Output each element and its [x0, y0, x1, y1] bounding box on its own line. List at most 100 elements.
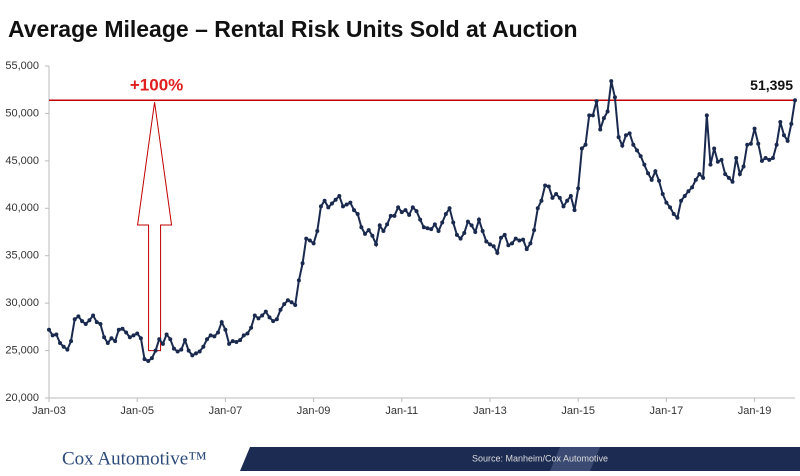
point [219, 320, 224, 325]
point [153, 348, 158, 353]
point [61, 344, 66, 349]
point [271, 319, 276, 324]
point [572, 208, 577, 213]
point [190, 353, 195, 358]
point [337, 193, 342, 198]
point [168, 337, 173, 342]
point [502, 232, 507, 237]
point [193, 351, 198, 356]
point [576, 186, 581, 191]
point [179, 347, 184, 352]
point [385, 222, 390, 227]
x-tick-label: Jan-09 [297, 405, 331, 417]
point [594, 99, 599, 104]
point [186, 348, 191, 353]
point [583, 142, 588, 147]
chart-title: Average Mileage – Rental Risk Units Sold… [8, 16, 578, 42]
point [69, 339, 74, 344]
y-tick-label: 25,000 [5, 344, 39, 356]
point [127, 335, 132, 340]
point [355, 211, 360, 216]
point [487, 242, 492, 247]
point [285, 298, 290, 303]
point [704, 113, 709, 118]
point [436, 229, 441, 234]
point [98, 322, 103, 327]
point [307, 238, 312, 243]
x-tick-label: Jan-11 [385, 405, 418, 417]
point [679, 198, 684, 203]
point [715, 159, 720, 164]
point [311, 241, 316, 246]
point [47, 327, 51, 332]
point [469, 223, 474, 228]
point [160, 341, 165, 346]
point [476, 217, 481, 222]
point [734, 156, 739, 161]
point [590, 113, 595, 118]
point [425, 226, 430, 231]
point [443, 211, 448, 216]
point [737, 172, 742, 177]
point [454, 232, 459, 237]
point [499, 235, 504, 240]
point [690, 185, 695, 190]
y-tick-label: 50,000 [5, 107, 39, 119]
point [322, 198, 327, 203]
point [149, 356, 154, 361]
point [318, 204, 323, 209]
point [697, 172, 702, 177]
point [146, 359, 151, 364]
point [76, 314, 81, 319]
x-tick-label: Jan-05 [120, 405, 154, 417]
point [770, 156, 775, 161]
point [693, 177, 698, 182]
x-tick-label: Jan-19 [738, 405, 772, 417]
point [598, 127, 603, 132]
point [58, 340, 63, 345]
point [506, 243, 511, 248]
point [484, 239, 489, 244]
point [87, 318, 92, 323]
y-tick-label: 35,000 [5, 250, 39, 262]
point [124, 330, 129, 335]
point [252, 313, 257, 318]
point [157, 337, 162, 342]
point [601, 116, 606, 121]
point [113, 339, 118, 344]
point [546, 184, 551, 189]
point [109, 336, 114, 341]
point [473, 230, 478, 234]
point [274, 317, 279, 322]
point [623, 133, 628, 138]
point [293, 303, 298, 308]
x-tick-label: Jan-07 [209, 405, 243, 417]
point [370, 233, 375, 238]
point [440, 220, 445, 225]
point [245, 331, 250, 336]
footer-stripe [550, 447, 600, 471]
point [462, 230, 467, 235]
point [418, 217, 423, 222]
point [781, 133, 786, 138]
point [528, 241, 533, 246]
point [532, 228, 537, 233]
x-tick-label: Jan-17 [650, 405, 684, 417]
point [182, 338, 187, 343]
x-tick-label: Jan-03 [32, 405, 66, 417]
point [374, 242, 379, 247]
point [517, 238, 522, 243]
point [116, 327, 121, 332]
y-tick-label: 40,000 [5, 202, 39, 214]
point [642, 162, 647, 167]
point [267, 315, 272, 320]
point [568, 193, 573, 198]
point [524, 247, 529, 252]
point [653, 169, 658, 174]
x-tick-label: Jan-13 [473, 405, 507, 417]
point [399, 210, 404, 215]
point [664, 200, 669, 205]
point [278, 307, 283, 312]
logo: Cox Automotive™ [62, 448, 207, 469]
point [521, 237, 526, 242]
